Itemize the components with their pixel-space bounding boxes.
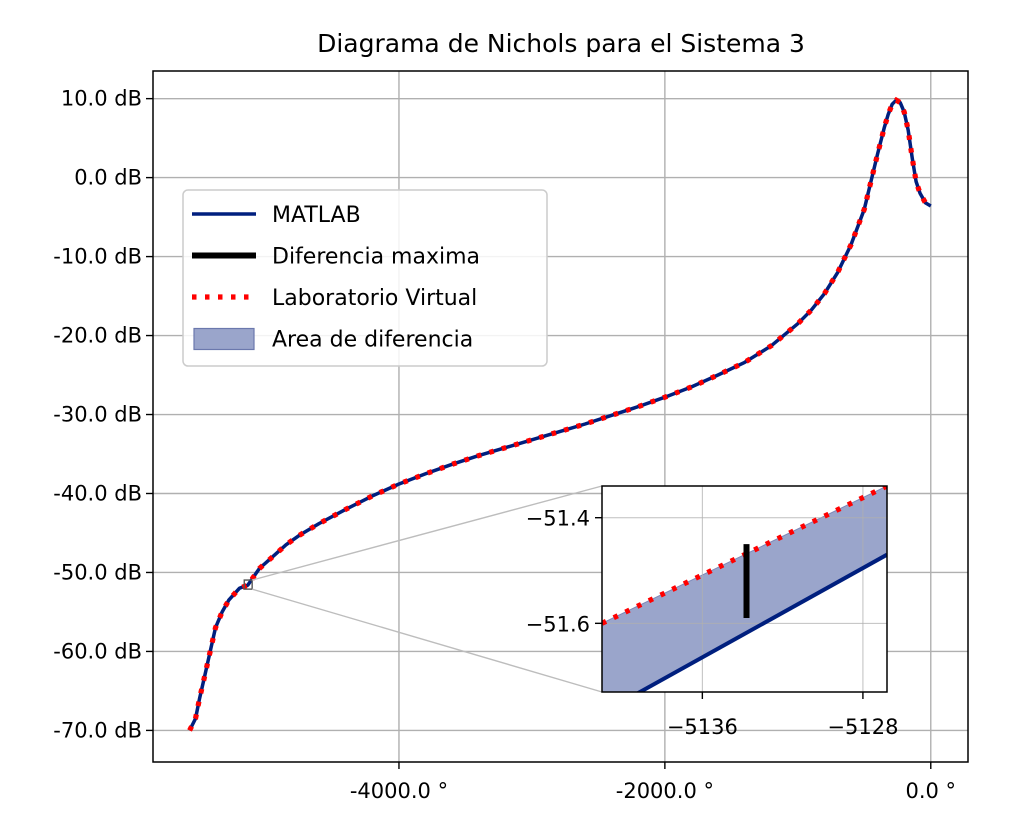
inset-x-tick-label: −5128 (827, 715, 898, 739)
x-tick-label: 0.0 ° (905, 779, 956, 803)
chart-title: Diagrama de Nichols para el Sistema 3 (317, 29, 805, 58)
y-tick-label: 0.0 dB (74, 166, 142, 190)
x-tick-label: -2000.0 ° (616, 779, 714, 803)
y-tick-label: -60.0 dB (53, 639, 142, 663)
plot-frame (152, 70, 969, 763)
legend-label: Diferencia maxima (272, 245, 480, 270)
inset-plot-area (602, 486, 887, 692)
zoom-connectors (243, 485, 603, 693)
inset-matlab-line (635, 552, 887, 692)
y-tick-label: 10.0 dB (61, 87, 142, 111)
y-tick-label: -40.0 dB (53, 481, 142, 505)
legend-box (182, 189, 548, 367)
inset-y-tick-label: −51.4 (526, 507, 590, 531)
zoom-connector-line (251, 588, 603, 693)
y-tick-label: -50.0 dB (53, 560, 142, 584)
inset-frame (601, 485, 888, 693)
legend-label: Area de diferencia (272, 328, 473, 353)
legend-label: Laboratorio Virtual (272, 286, 477, 311)
inset-x-tick-label: −5136 (667, 715, 738, 739)
y-tick-label: -70.0 dB (53, 718, 142, 742)
y-tick-label: -30.0 dB (53, 403, 142, 427)
y-tick-label: -20.0 dB (53, 324, 142, 348)
legend-label: MATLAB (272, 203, 361, 228)
zoom-connector-line (251, 485, 603, 581)
zoom-marker-rect (243, 579, 253, 590)
inset-y-tick-label: −51.6 (526, 612, 590, 636)
main-ticks: -4000.0 ° -2000.0 ° 0.0 ° 10.0 dB 0.0 dB -10.… (53, 87, 956, 803)
y-tick-label: -10.0 dB (53, 245, 142, 269)
x-tick-label: -4000.0 ° (350, 779, 448, 803)
inset-zoom: −5136 −5128 −51.4 −51.6 (526, 485, 898, 739)
legend-swatch-patch (193, 327, 255, 351)
legend: MATLAB Diferencia maxima Laboratorio Virtu… (182, 189, 548, 367)
